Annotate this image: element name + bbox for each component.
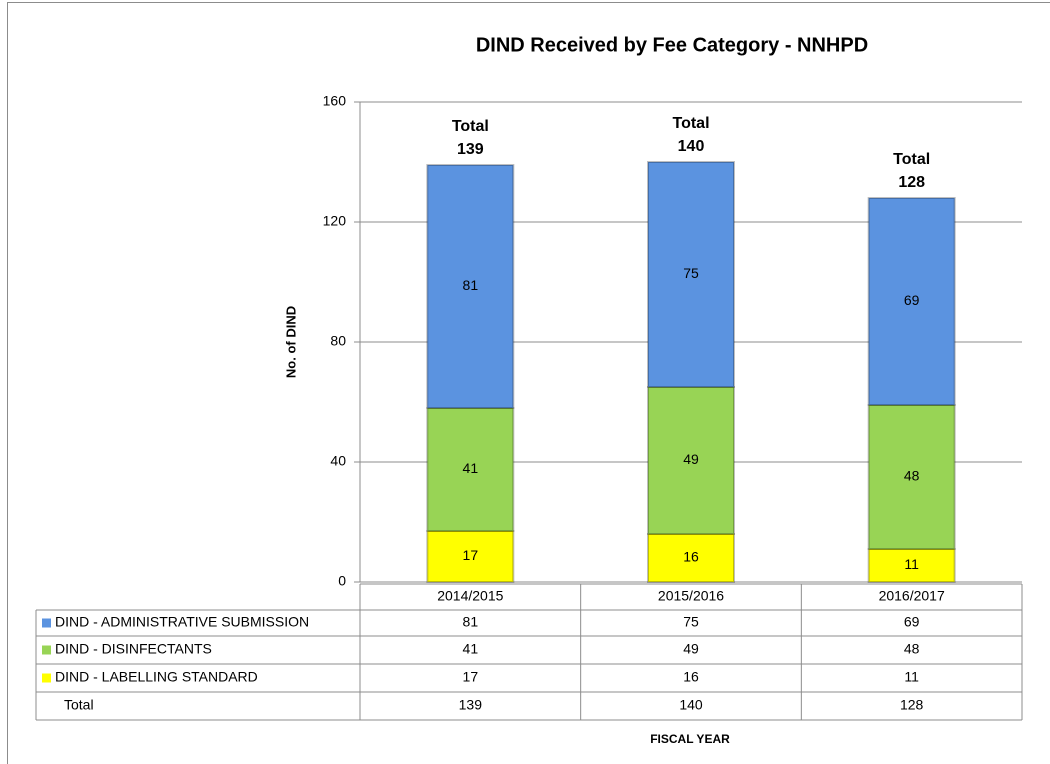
- table-cell: 16: [683, 669, 699, 685]
- x-tick-label: 2014/2015: [437, 588, 503, 604]
- bar-segment: [647, 386, 735, 535]
- legend-label: DIND - ADMINISTRATIVE SUBMISSION: [55, 614, 309, 630]
- legend-label: DIND - DISINFECTANTS: [55, 641, 212, 657]
- total-label: Total: [893, 151, 930, 168]
- table-cell: 48: [904, 641, 920, 657]
- data-label: 75: [683, 265, 699, 281]
- table-cell: 81: [463, 614, 479, 630]
- data-label: 81: [463, 277, 479, 293]
- data-label: 16: [683, 549, 699, 565]
- table-cell: 139: [459, 697, 483, 713]
- legend-key: [42, 645, 51, 655]
- table-cell: 69: [904, 614, 920, 630]
- legend-key: [42, 673, 51, 683]
- total-value: 139: [457, 141, 484, 158]
- x-tick-label: 2016/2017: [879, 588, 945, 604]
- bar-segment: [867, 197, 956, 406]
- table-cell: 128: [900, 697, 924, 713]
- y-tick-label: 0: [338, 573, 346, 589]
- y-tick-label: 80: [330, 333, 346, 349]
- table-cell: 41: [463, 641, 479, 657]
- x-axis-label: FISCAL YEAR: [650, 732, 730, 746]
- y-tick-label: 120: [323, 213, 347, 229]
- table-cell: 11: [904, 669, 919, 685]
- table-row-label: Total: [64, 697, 94, 713]
- bar-segment: [867, 404, 956, 550]
- data-label: 17: [463, 547, 479, 563]
- bar-segment: [426, 164, 515, 409]
- total-label: Total: [672, 115, 709, 132]
- total-label: Total: [452, 118, 489, 135]
- y-axis-label: No. of DIND: [283, 306, 298, 378]
- y-tick-label: 160: [323, 93, 347, 109]
- bar-segment: [647, 533, 735, 583]
- legend-label: DIND - LABELLING STANDARD: [55, 669, 258, 685]
- total-value: 140: [678, 138, 705, 155]
- chart-title: DIND Received by Fee Category - NNHPD: [476, 34, 868, 56]
- data-label: 41: [463, 460, 479, 476]
- table-cell: 140: [679, 697, 703, 713]
- legend-key: [42, 618, 51, 628]
- data-label: 11: [904, 556, 919, 572]
- y-tick-label: 40: [330, 453, 346, 469]
- data-label: 48: [904, 468, 920, 484]
- x-tick-label: 2015/2016: [658, 588, 724, 604]
- table-cell: 75: [683, 614, 699, 630]
- table-cell: 49: [683, 641, 699, 657]
- bar-segment: [647, 161, 735, 388]
- data-label: 69: [904, 292, 920, 308]
- table-cell: 17: [463, 669, 479, 685]
- data-label: 49: [683, 451, 699, 467]
- total-value: 128: [898, 174, 925, 191]
